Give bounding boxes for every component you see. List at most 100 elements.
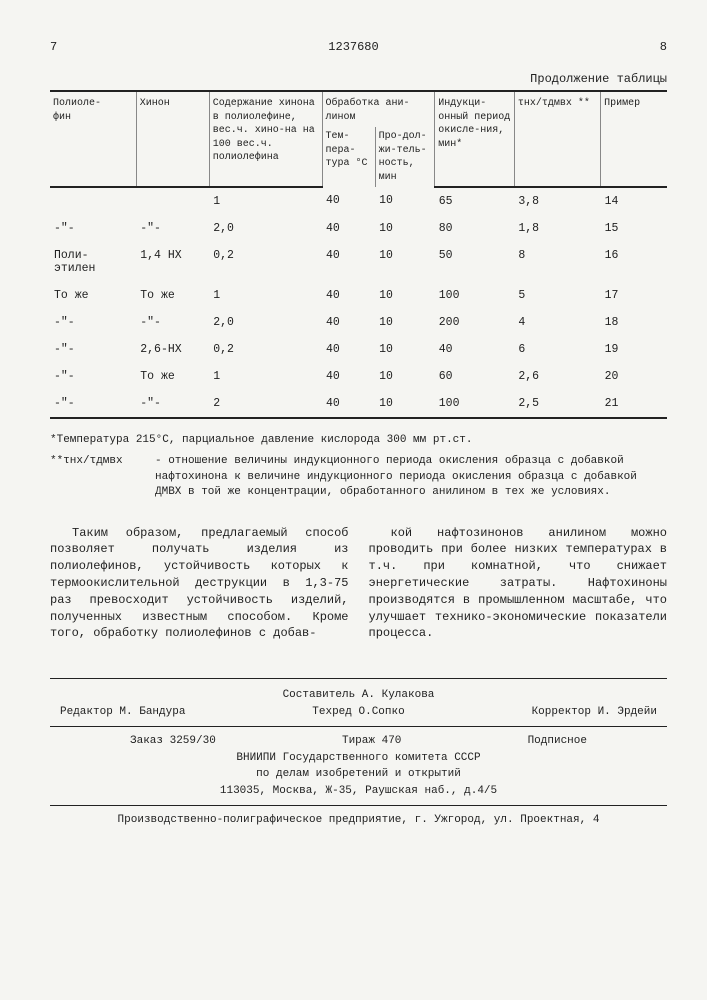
table-cell: 20: [601, 363, 667, 390]
table-row: -"--"-2,04010801,815: [50, 215, 667, 242]
table-cell: 3,8: [514, 187, 600, 215]
table-row: -"-То же14010602,620: [50, 363, 667, 390]
table-cell: -"-: [136, 390, 209, 417]
techred: Техред О.Сопко: [312, 704, 404, 721]
table-row: -"--"-240101002,521: [50, 390, 667, 417]
th-chinone: Хинон: [136, 92, 209, 187]
imprint-block: Составитель А. Кулакова Редактор М. Банд…: [50, 678, 667, 829]
footnote-1: *Температура 215°C, парциальное давление…: [50, 433, 667, 448]
patent-number: 1237680: [328, 40, 378, 54]
th-content: Содержание хинона в полиолефине, вес.ч. …: [209, 92, 322, 187]
table-cell: 5: [514, 282, 600, 309]
body-text: Таким образом, предлагаемый способ позво…: [50, 525, 667, 643]
table-cell: 15: [601, 215, 667, 242]
table-cell: -"-: [136, 215, 209, 242]
editor: Редактор М. Бандура: [60, 704, 185, 721]
table-cell: 2,5: [514, 390, 600, 417]
table-row: То жеТо же14010100517: [50, 282, 667, 309]
table-cell: 1: [209, 187, 322, 215]
body-col-2: кой нафтозинонов анилином можно проводит…: [369, 525, 668, 643]
table-cell: 18: [601, 309, 667, 336]
table-row: 14010653,814: [50, 187, 667, 215]
table-cell: 19: [601, 336, 667, 363]
table-body: 14010653,814-"--"-2,04010801,815Поли- эт…: [50, 187, 667, 417]
table-cell: 2,6: [514, 363, 600, 390]
th-polyolefin: Полиоле- фин: [50, 92, 136, 187]
table-cell: Поли- этилен: [50, 242, 136, 282]
th-treatment: Обработка ани-лином: [322, 92, 435, 127]
table-cell: 2,0: [209, 215, 322, 242]
page-num-left: 7: [50, 40, 57, 54]
table-cell: 1,4 НХ: [136, 242, 209, 282]
org-line-2: по делам изобретений и открытий: [50, 766, 667, 783]
table-cell: 21: [601, 390, 667, 417]
table-cell: 40: [322, 215, 375, 242]
table-cell: 14: [601, 187, 667, 215]
table-header: Полиоле- фин Хинон Содержание хинона в п…: [50, 92, 667, 187]
table-cell: 10: [375, 363, 435, 390]
table-cell: 65: [435, 187, 515, 215]
table-cell: 10: [375, 242, 435, 282]
continuation-label: Продолжение таблицы: [50, 72, 667, 86]
table-cell: 2: [209, 390, 322, 417]
address: 113035, Москва, Ж-35, Раушская наб., д.4…: [50, 783, 667, 800]
table-cell: 40: [435, 336, 515, 363]
table-cell: 1,8: [514, 215, 600, 242]
table-cell: 17: [601, 282, 667, 309]
body-col-1: Таким образом, предлагаемый способ позво…: [50, 525, 349, 643]
page-num-right: 8: [660, 40, 667, 54]
table-cell: [50, 187, 136, 215]
order-num: Заказ 3259/30: [130, 733, 216, 750]
table-cell: 6: [514, 336, 600, 363]
table-cell: -"-: [50, 215, 136, 242]
table-cell: То же: [136, 363, 209, 390]
table-row: -"--"-2,04010200418: [50, 309, 667, 336]
table-cell: 10: [375, 215, 435, 242]
footnote-2-key: **τнх/τдмвх: [50, 454, 155, 500]
table-cell: 40: [322, 282, 375, 309]
table-cell: 2,6-НХ: [136, 336, 209, 363]
table-cell: -"-: [50, 363, 136, 390]
table-cell: 100: [435, 390, 515, 417]
table-cell: -"-: [136, 309, 209, 336]
table-cell: 10: [375, 336, 435, 363]
table-cell: 4: [514, 309, 600, 336]
table-cell: 10: [375, 187, 435, 215]
table-cell: 40: [322, 336, 375, 363]
org-line-1: ВНИИПИ Государственного комитета СССР: [50, 750, 667, 767]
table-cell: 1: [209, 282, 322, 309]
table-cell: 40: [322, 242, 375, 282]
table-cell: 0,2: [209, 336, 322, 363]
th-ratio: τнх/τдмвх **: [514, 92, 600, 187]
th-temp: Тем-пера-тура °C: [322, 127, 375, 187]
table-cell: 10: [375, 309, 435, 336]
table-cell: 40: [322, 309, 375, 336]
table-cell: То же: [50, 282, 136, 309]
podpisnoe: Подписное: [528, 733, 587, 750]
footnote-block: *Температура 215°C, парциальное давление…: [50, 433, 667, 501]
table-cell: 40: [322, 363, 375, 390]
table-cell: 10: [375, 390, 435, 417]
table-cell: 2,0: [209, 309, 322, 336]
table-cell: 16: [601, 242, 667, 282]
table-cell: 50: [435, 242, 515, 282]
table-row: Поли- этилен1,4 НХ0,2401050816: [50, 242, 667, 282]
data-table: Полиоле- фин Хинон Содержание хинона в п…: [50, 92, 667, 417]
table-cell: 60: [435, 363, 515, 390]
table-cell: 80: [435, 215, 515, 242]
table-cell: -"-: [50, 309, 136, 336]
printer-line: Производственно-полиграфическое предприя…: [50, 805, 667, 829]
th-induction: Индукци-онный период окисле-ния, мин*: [435, 92, 515, 187]
table-row: -"-2,6-НХ0,2401040619: [50, 336, 667, 363]
tirazh: Тираж 470: [342, 733, 401, 750]
table-cell: 40: [322, 390, 375, 417]
table-cell: [136, 187, 209, 215]
th-example: Пример: [601, 92, 667, 187]
table-cell: 200: [435, 309, 515, 336]
table-cell: -"-: [50, 390, 136, 417]
compiler-line: Составитель А. Кулакова: [50, 687, 667, 704]
table-cell: 40: [322, 187, 375, 215]
table-cell: 0,2: [209, 242, 322, 282]
data-table-wrap: Полиоле- фин Хинон Содержание хинона в п…: [50, 90, 667, 419]
footnote-2-text: - отношение величины индукционного перио…: [155, 454, 667, 500]
